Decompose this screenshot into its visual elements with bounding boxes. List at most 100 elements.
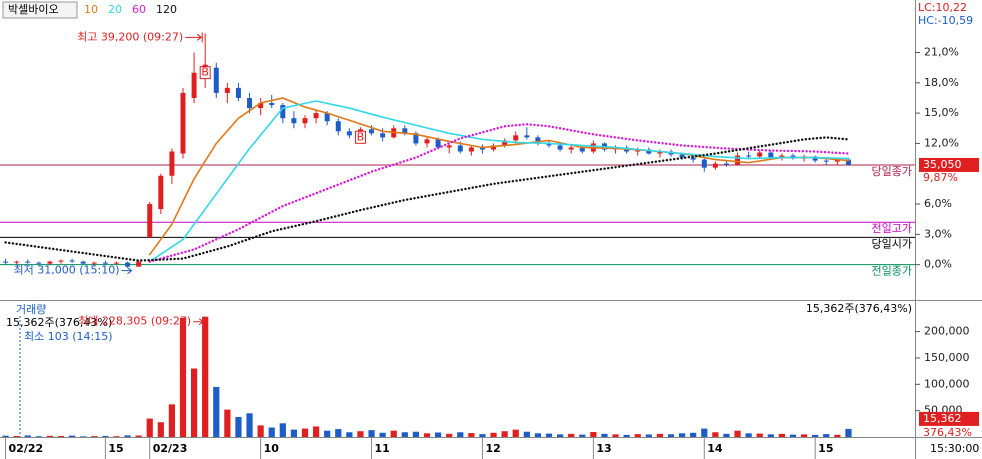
candle-body [147,204,153,238]
x-tick-label: 13 [596,442,611,455]
candle-body [557,145,563,150]
volume-bar [124,435,131,437]
candle-body [180,92,186,154]
x-tick-label: 02/23 [153,442,188,455]
x-tick-label: 02/22 [9,442,44,455]
volume-bar [224,409,231,437]
candle-body [712,163,718,168]
volume-bar [756,433,763,437]
candle-body [524,135,530,138]
close-box [919,157,979,172]
volume-bar [823,434,830,437]
volume-bar [13,436,20,437]
candle-body [25,261,31,263]
volume-bar [745,433,752,437]
candle-body [69,260,75,262]
volume-bar [789,434,797,437]
volume-bar [767,434,774,437]
y-tick-label: 3,0% [924,227,952,240]
x-tick-label: 15 [108,442,123,455]
volume-bar [800,434,808,437]
max-volume-label: 최대 228,305 (09:27) [78,315,191,328]
volume-bar [812,434,819,437]
min-volume-label: 최소 103 (14:15) [24,330,113,343]
high-arrow [185,32,203,43]
volume-bar [690,432,697,437]
candle-body [258,103,264,109]
candle-body [125,262,131,267]
volume-bar [68,435,76,437]
legend-entry: 60 [132,3,146,16]
candle-body [513,135,519,141]
candle-body [169,151,175,176]
x-tick-label: 15 [818,442,833,455]
volume-summary-right: 15,362주(376,43%) [806,302,912,315]
candle-body [247,97,253,109]
volume-bar [80,436,87,437]
volume-bar [434,432,442,437]
legend-title: 박셀바이오 [8,3,59,16]
volume-bar [468,433,475,437]
candle-body [690,157,696,160]
volume-bar [723,433,730,437]
legend-entry: 120 [156,3,177,16]
candle-body [468,147,474,152]
volume-bar [845,428,852,437]
volume-bar [545,433,553,437]
volume-bar [701,428,708,437]
candle-body [701,159,707,168]
candle-body [324,113,330,122]
candle-body [402,128,408,134]
volume-bar [135,435,142,437]
volume-bar [357,431,364,437]
candle-body [546,143,552,146]
candle-body [845,159,851,165]
volume-bar [91,436,98,437]
signal-box [354,130,366,144]
volume-bar [168,404,176,437]
candle-body [335,121,341,132]
candle-body [235,87,241,98]
candle-body [424,139,430,144]
last-volume: 15,362 [923,412,962,425]
close-change: 9,87% [923,171,958,184]
candle-body [579,147,585,152]
candle-body [269,103,275,106]
volume-bar [179,317,187,437]
volume-bar [446,433,453,437]
stat-hc: HC:-10,59 [918,14,973,27]
x-tick-label: 10 [264,442,280,455]
legend-entry: 20 [108,3,122,16]
volume-bar [301,428,309,437]
candle-body [302,118,308,124]
moving-average [4,136,850,262]
time-label: 15:30:00 [930,442,979,455]
volume-bar [390,430,397,437]
volume-bar [24,435,31,437]
volume-bar [634,434,641,437]
candle-body [502,140,508,146]
volume-bar [534,433,542,437]
candle-body [213,67,219,93]
volume-bar [312,426,320,437]
volume-bar [656,433,664,437]
volume-bar [568,433,575,437]
candle-body [768,152,774,158]
x-tick-label: 14 [707,442,723,455]
candle-body [191,72,197,98]
candle-body [291,118,297,124]
candle-body [657,151,663,154]
candle-body [136,261,142,267]
candle-body [58,260,64,262]
candle-body [823,160,829,162]
candle-body [158,175,164,210]
candle-body [568,147,574,150]
candle-body [757,152,763,157]
volume-bar [268,427,275,437]
low-arrow [121,267,133,275]
legend-entry: 10 [84,3,98,16]
y-tick-label: 15,0% [924,106,959,119]
volume-bar [612,434,619,437]
